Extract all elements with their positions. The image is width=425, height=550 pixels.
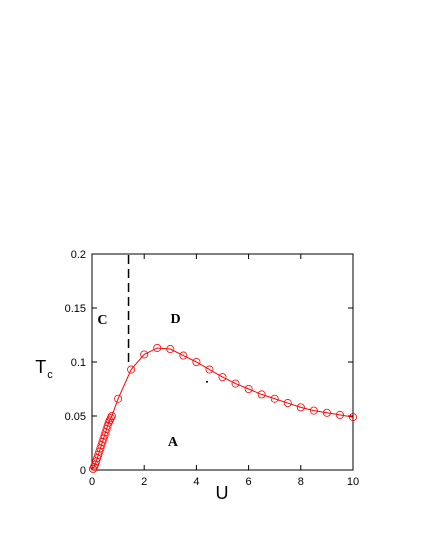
series-markers — [89, 343, 357, 473]
y-axis-label-main: T — [35, 357, 46, 377]
small-mark — [206, 381, 208, 383]
y-tick-label: 0.15 — [65, 303, 86, 315]
x-tick-label: 4 — [193, 476, 199, 488]
data-point-marker — [231, 379, 240, 388]
data-point-marker — [90, 462, 99, 471]
x-tick-label: 6 — [246, 476, 252, 488]
data-point-marker — [309, 406, 318, 415]
data-point-marker — [192, 357, 201, 366]
data-point-marker — [140, 350, 149, 359]
data-point-marker — [179, 351, 188, 360]
x-tick-label: 10 — [347, 476, 359, 488]
data-point-marker — [205, 365, 214, 374]
y-tick-label: 0.2 — [71, 249, 86, 261]
region-labels: C D A — [97, 312, 180, 450]
data-point-marker — [283, 399, 292, 408]
data-point-marker — [296, 403, 305, 412]
data-point-marker — [104, 418, 113, 427]
data-point-marker — [103, 421, 112, 430]
y-tick-label: 0 — [80, 465, 86, 477]
data-point-marker — [257, 390, 266, 399]
data-point-marker — [106, 414, 115, 423]
data-point-marker — [244, 384, 253, 393]
data-point-marker — [107, 411, 116, 420]
region-label-a: A — [168, 435, 179, 450]
data-point-marker — [322, 408, 331, 417]
region-label-d: D — [170, 312, 180, 327]
y-tick-label: 0.1 — [71, 357, 86, 369]
region-label-c: C — [97, 313, 107, 328]
x-axis-label: U — [216, 483, 229, 503]
data-point-marker — [105, 416, 114, 425]
x-tick-label: 2 — [141, 476, 147, 488]
data-point-marker — [348, 413, 357, 422]
plot-frame — [91, 253, 354, 471]
data-point-marker — [270, 394, 279, 403]
x-tick-label: 8 — [298, 476, 304, 488]
data-point-marker — [218, 373, 227, 382]
data-point-marker — [166, 345, 175, 354]
data-point-marker — [114, 394, 123, 403]
data-point-marker — [335, 410, 344, 419]
x-tick-label: 0 — [89, 476, 95, 488]
data-point-marker — [127, 365, 136, 374]
y-tick-label: 0.05 — [65, 411, 86, 423]
y-axis-label: Tc — [35, 357, 53, 381]
y-axis-ticks: 0 0.05 0.1 0.15 0.2 — [65, 249, 353, 477]
y-axis-label-subscript: c — [47, 369, 53, 381]
data-point-marker — [153, 343, 162, 352]
data-point-marker — [89, 464, 98, 473]
x-axis-ticks: 0 2 4 6 8 10 — [89, 254, 359, 488]
